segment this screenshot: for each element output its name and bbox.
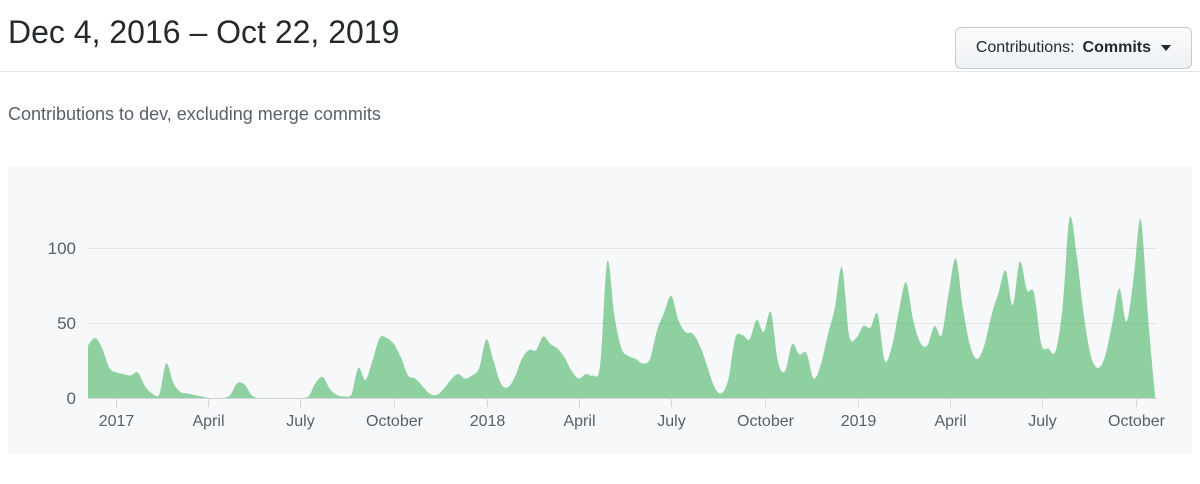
contributions-filter-button[interactable]: Contributions: Commits (954, 27, 1192, 69)
svg-text:2018: 2018 (470, 413, 506, 430)
svg-text:July: July (1028, 413, 1056, 430)
filter-value: Commits (1082, 39, 1151, 56)
y-axis: 0 50 100 (48, 239, 1157, 408)
page: Dec 4, 2016 – Oct 22, 2019 Contributions… (0, 12, 1200, 454)
page-header: Dec 4, 2016 – Oct 22, 2019 Contributions… (8, 12, 1192, 69)
svg-text:2017: 2017 (99, 413, 135, 430)
svg-text:October: October (366, 413, 424, 430)
svg-text:April: April (563, 413, 595, 430)
caret-down-icon (1161, 45, 1171, 51)
area-series (88, 216, 1155, 398)
page-title: Dec 4, 2016 – Oct 22, 2019 (8, 14, 400, 50)
svg-text:October: October (737, 413, 795, 430)
svg-text:0: 0 (67, 389, 76, 408)
svg-text:July: July (657, 413, 685, 430)
chart-panel: 0 50 100 2017 April July October 2018 April July O… (8, 166, 1192, 454)
x-axis: 2017 April July October 2018 April July October… (88, 398, 1166, 430)
header-divider (0, 71, 1200, 72)
svg-text:100: 100 (48, 239, 76, 258)
contributions-chart: 0 50 100 2017 April July October 2018 April July O… (48, 216, 1166, 430)
filter-label-prefix: Contributions: (975, 39, 1075, 56)
svg-text:April: April (192, 413, 224, 430)
svg-text:April: April (934, 413, 966, 430)
svg-text:October: October (1108, 413, 1166, 430)
svg-text:2019: 2019 (841, 413, 877, 430)
chart-subtitle: Contributions to dev, excluding merge co… (8, 104, 381, 124)
svg-text:July: July (286, 413, 314, 430)
svg-text:50: 50 (57, 314, 76, 333)
